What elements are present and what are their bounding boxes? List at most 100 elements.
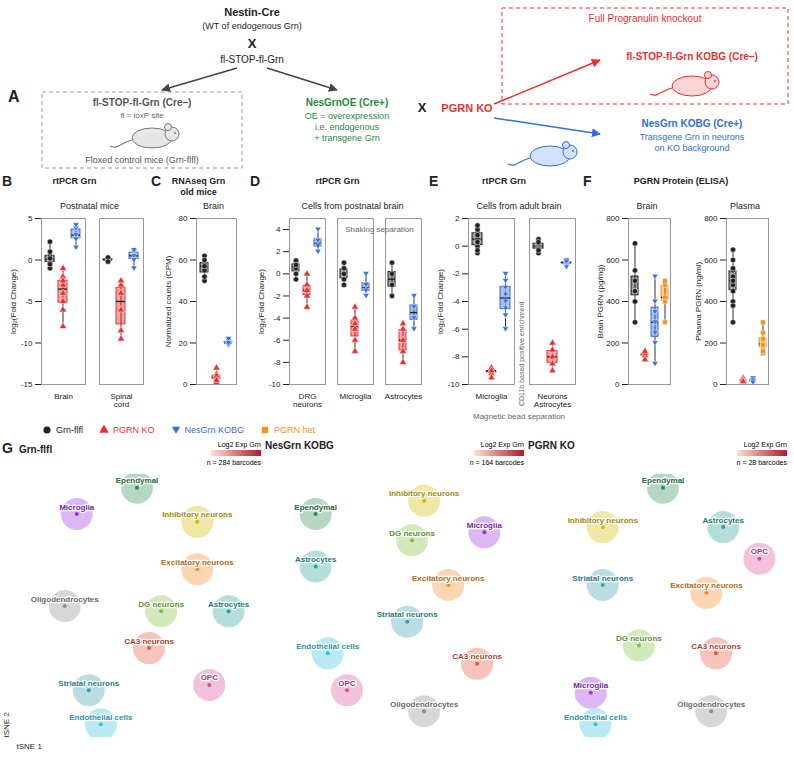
svg-text:Oligodendrocytes: Oligodendrocytes [31, 595, 100, 604]
svg-text:-6: -6 [452, 325, 460, 334]
svg-text:2: 2 [276, 247, 281, 256]
svg-text:Microglia: Microglia [475, 392, 508, 401]
svg-text:(WT of endogenous Grn): (WT of endogenous Grn) [202, 21, 301, 31]
svg-text:Floxed control mice (Grn-flfl): Floxed control mice (Grn-flfl) [85, 155, 199, 165]
svg-text:Astrocytes: Astrocytes [385, 392, 422, 401]
svg-text:200: 200 [704, 339, 718, 348]
svg-text:0: 0 [183, 380, 188, 389]
svg-text:Excitatory neurons: Excitatory neurons [670, 581, 743, 590]
svg-text:-8: -8 [273, 358, 281, 367]
svg-text:Excitatory neurons: Excitatory neurons [161, 558, 234, 567]
svg-text:Microglia: Microglia [59, 503, 95, 512]
svg-text:80: 80 [179, 214, 188, 223]
svg-text:Plasma PGRN (ng/ml): Plasma PGRN (ng/ml) [694, 262, 703, 341]
svg-text:fl-STOP-fl-Grn KOBG (Cre–): fl-STOP-fl-Grn KOBG (Cre–) [626, 51, 757, 62]
svg-text:400: 400 [606, 297, 620, 306]
svg-text:Inhibitory neurons: Inhibitory neurons [162, 510, 233, 519]
svg-text:n = 284 barcodes: n = 284 barcodes [207, 459, 262, 466]
svg-text:5: 5 [28, 214, 33, 223]
svg-text:2: 2 [455, 214, 460, 223]
svg-text:60: 60 [179, 256, 188, 265]
svg-text:Striatal neurons: Striatal neurons [58, 679, 119, 688]
svg-text:DG neurons: DG neurons [389, 529, 435, 538]
svg-text:800: 800 [606, 214, 620, 223]
svg-text:Endothelial cells: Endothelial cells [564, 713, 628, 722]
svg-text:Transgene Grn in neurons: Transgene Grn in neurons [640, 132, 745, 142]
svg-text:Oligodendrocytes: Oligodendrocytes [390, 700, 459, 709]
svg-text:OPC: OPC [338, 679, 356, 688]
svg-text:log₂(Fold Change): log₂(Fold Change) [257, 269, 266, 334]
svg-text:-4: -4 [273, 314, 281, 323]
svg-text:4: 4 [276, 225, 281, 234]
svg-text:X: X [418, 100, 427, 115]
svg-text:Normalized counts (CPM): Normalized counts (CPM) [164, 255, 173, 347]
svg-text:600: 600 [704, 256, 718, 265]
svg-text:0: 0 [276, 269, 281, 278]
svg-text:40: 40 [179, 297, 188, 306]
svg-text:-2: -2 [452, 269, 460, 278]
svg-text:Striatal neurons: Striatal neurons [377, 610, 438, 619]
svg-text:n = 164 barcodes: n = 164 barcodes [470, 459, 525, 466]
svg-text:-8: -8 [452, 352, 460, 361]
svg-text:-10: -10 [269, 380, 281, 389]
svg-text:-4: -4 [452, 297, 460, 306]
svg-text:CA3 neurons: CA3 neurons [452, 652, 502, 661]
svg-text:PGRN KO: PGRN KO [441, 102, 493, 114]
svg-text:Inhibitory neurons: Inhibitory neurons [389, 489, 460, 498]
svg-text:DG neurons: DG neurons [616, 634, 662, 643]
svg-text:-2: -2 [273, 292, 281, 301]
svg-text:NeuronsAstrocytes: NeuronsAstrocytes [534, 392, 571, 409]
svg-text:CA3 neurons: CA3 neurons [124, 637, 174, 646]
svg-text:tSNE 2: tSNE 2 [2, 712, 11, 738]
svg-text:-6: -6 [273, 336, 281, 345]
svg-text:on KO background: on KO background [654, 143, 729, 153]
svg-text:800: 800 [704, 214, 718, 223]
svg-text:DG neurons: DG neurons [138, 600, 184, 609]
svg-text:Spinalcord: Spinalcord [110, 392, 132, 409]
svg-text:Log2 Exp Grn: Log2 Exp Grn [744, 441, 787, 449]
svg-text:Astrocytes: Astrocytes [208, 600, 250, 609]
svg-text:Brain PGRN (pg/mg): Brain PGRN (pg/mg) [596, 264, 605, 338]
svg-text:Ependymal: Ependymal [642, 476, 685, 485]
svg-text:0: 0 [455, 242, 460, 251]
svg-text:NesGrn KOBG (Cre+): NesGrn KOBG (Cre+) [642, 118, 743, 129]
svg-text:OPC: OPC [751, 547, 769, 556]
svg-text:Microglia: Microglia [573, 681, 609, 690]
svg-text:Ependymal: Ependymal [116, 476, 159, 485]
svg-text:600: 600 [606, 256, 620, 265]
svg-text:fl = loxP site: fl = loxP site [120, 111, 164, 120]
svg-text:OE = overexpression: OE = overexpression [305, 111, 389, 121]
svg-text:n = 28 barcodes: n = 28 barcodes [737, 459, 788, 466]
svg-text:fl-STOP-fl-Grn (Cre–): fl-STOP-fl-Grn (Cre–) [93, 97, 192, 108]
svg-text:i.e. endogenous: i.e. endogenous [315, 122, 380, 132]
svg-text:DRGneurons: DRGneurons [293, 392, 322, 409]
svg-text:Log2 Exp Grn: Log2 Exp Grn [481, 441, 524, 449]
svg-text:Endothelial cells: Endothelial cells [69, 713, 133, 722]
svg-text:CA3 neurons: CA3 neurons [691, 642, 741, 651]
svg-text:tSNE 1: tSNE 1 [17, 742, 43, 751]
svg-text:0: 0 [713, 380, 718, 389]
svg-text:Log2 Exp Grn: Log2 Exp Grn [218, 441, 261, 449]
svg-text:-10: -10 [448, 380, 460, 389]
svg-text:Microglia: Microglia [339, 392, 372, 401]
svg-text:A: A [8, 88, 20, 105]
svg-text:+ transgene Grn: + transgene Grn [314, 133, 379, 143]
svg-text:Brain: Brain [54, 392, 73, 401]
svg-text:200: 200 [606, 339, 620, 348]
svg-text:Striatal neurons: Striatal neurons [572, 574, 633, 583]
svg-text:OPC: OPC [201, 673, 219, 682]
svg-text:Astrocytes: Astrocytes [295, 555, 337, 564]
svg-text:-10: -10 [21, 339, 33, 348]
svg-text:Full Progranulin knockout: Full Progranulin knockout [589, 13, 702, 24]
svg-text:X: X [248, 36, 257, 51]
svg-text:-15: -15 [21, 380, 33, 389]
svg-text:Ependymal: Ependymal [294, 503, 337, 512]
svg-text:Endothelial cells: Endothelial cells [296, 642, 360, 651]
svg-text:Oligodendrocytes: Oligodendrocytes [677, 700, 746, 709]
svg-text:-5: -5 [25, 297, 33, 306]
svg-text:log₂(Fold Change): log₂(Fold Change) [9, 269, 18, 334]
svg-text:400: 400 [704, 297, 718, 306]
svg-text:Microglia: Microglia [467, 521, 503, 530]
svg-text:Excitatory neurons: Excitatory neurons [412, 574, 485, 583]
svg-text:NesGrnOE (Cre+): NesGrnOE (Cre+) [306, 97, 389, 108]
